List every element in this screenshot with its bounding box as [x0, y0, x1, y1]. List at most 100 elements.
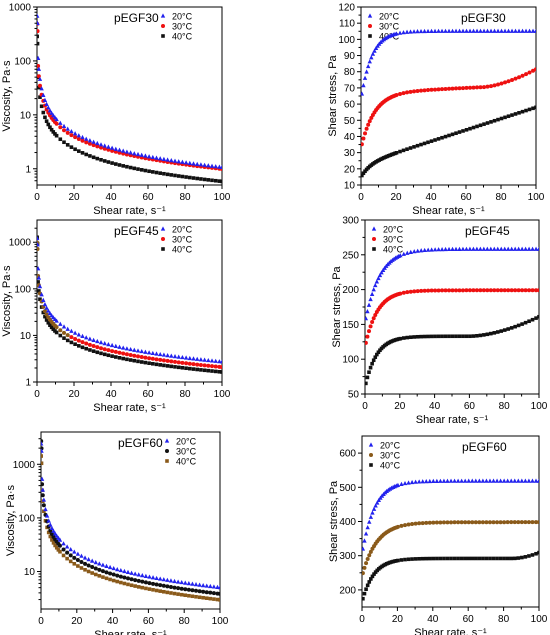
legend-marker — [372, 237, 376, 241]
data-point — [368, 549, 373, 554]
chart-title: pEGF30 — [461, 11, 506, 25]
data-point — [362, 538, 367, 543]
data-point — [398, 253, 403, 258]
data-point — [46, 320, 51, 325]
data-point — [132, 347, 137, 352]
data-point — [422, 141, 427, 146]
data-point — [405, 90, 410, 95]
x-tick-label: 0 — [362, 401, 368, 412]
data-point — [443, 334, 448, 339]
data-point — [457, 246, 462, 251]
data-point — [49, 531, 54, 536]
data-point — [158, 351, 163, 357]
data-point — [502, 520, 507, 525]
data-point — [195, 356, 200, 361]
data-point — [53, 132, 57, 136]
data-point — [534, 67, 536, 72]
data-point — [143, 168, 148, 173]
data-point — [371, 316, 376, 321]
data-point — [104, 576, 109, 581]
data-point — [202, 368, 207, 373]
data-point — [172, 591, 177, 596]
data-point — [136, 585, 141, 589]
data-point — [416, 479, 422, 484]
x-tick-label: 40 — [105, 389, 117, 400]
data-point — [485, 121, 490, 125]
data-point — [485, 288, 490, 293]
data-point — [91, 155, 96, 160]
data-point — [474, 246, 480, 251]
data-point — [100, 562, 106, 567]
data-point — [492, 288, 497, 293]
data-point — [136, 578, 141, 583]
data-point — [450, 246, 455, 252]
data-point — [151, 588, 155, 592]
data-point — [492, 83, 497, 88]
data-point — [46, 105, 51, 110]
legend-label: 40°C — [380, 461, 401, 471]
legend-marker — [165, 449, 169, 453]
data-point — [513, 288, 518, 293]
x-tick-label: 20 — [390, 192, 402, 203]
data-point — [471, 246, 476, 251]
data-point — [184, 366, 188, 371]
data-point — [459, 556, 464, 561]
data-point — [208, 596, 213, 601]
data-point — [206, 357, 211, 363]
data-point — [213, 178, 218, 183]
data-point — [436, 137, 441, 141]
data-point — [375, 352, 379, 357]
data-point — [422, 334, 427, 339]
data-point — [362, 596, 365, 601]
data-point — [169, 364, 174, 369]
data-point — [519, 478, 525, 483]
data-point — [102, 159, 107, 163]
data-point — [62, 330, 67, 335]
data-point — [87, 138, 93, 143]
data-point — [91, 143, 96, 148]
y-tick-label: 50 — [344, 116, 356, 127]
data-point — [99, 351, 103, 356]
data-point — [496, 117, 500, 122]
data-point — [37, 13, 40, 18]
data-point — [84, 346, 89, 351]
data-point — [183, 580, 188, 585]
data-point — [412, 249, 417, 254]
x-tick-label: 20 — [68, 389, 80, 400]
data-point — [99, 346, 104, 351]
data-point — [93, 559, 98, 565]
data-point — [49, 525, 55, 531]
data-point — [436, 87, 441, 92]
data-point — [68, 553, 73, 558]
data-point — [362, 591, 367, 596]
data-point — [173, 359, 178, 364]
data-point — [415, 248, 420, 253]
data-point — [449, 520, 454, 525]
legend-label: 20°C — [380, 441, 401, 451]
data-point — [502, 28, 508, 33]
data-point — [537, 550, 539, 555]
data-point — [86, 557, 91, 562]
legend-label: 40°C — [172, 245, 193, 255]
data-point — [466, 520, 471, 525]
data-point — [77, 344, 81, 348]
data-point — [368, 365, 373, 370]
data-point — [463, 520, 468, 525]
data-point — [408, 89, 413, 94]
chart-title: pEGF60 — [118, 436, 163, 450]
data-point — [513, 76, 518, 81]
data-point — [485, 28, 490, 33]
data-point — [399, 481, 404, 486]
data-point — [371, 358, 376, 363]
data-point — [194, 588, 199, 593]
data-point — [530, 553, 535, 557]
data-point — [422, 88, 427, 93]
data-point — [180, 174, 185, 179]
data-point — [457, 288, 462, 293]
data-point — [58, 125, 63, 130]
data-point — [363, 531, 369, 536]
x-tick-label: 0 — [359, 614, 365, 625]
data-point — [432, 247, 438, 252]
data-point — [80, 340, 85, 345]
data-point — [37, 280, 40, 284]
